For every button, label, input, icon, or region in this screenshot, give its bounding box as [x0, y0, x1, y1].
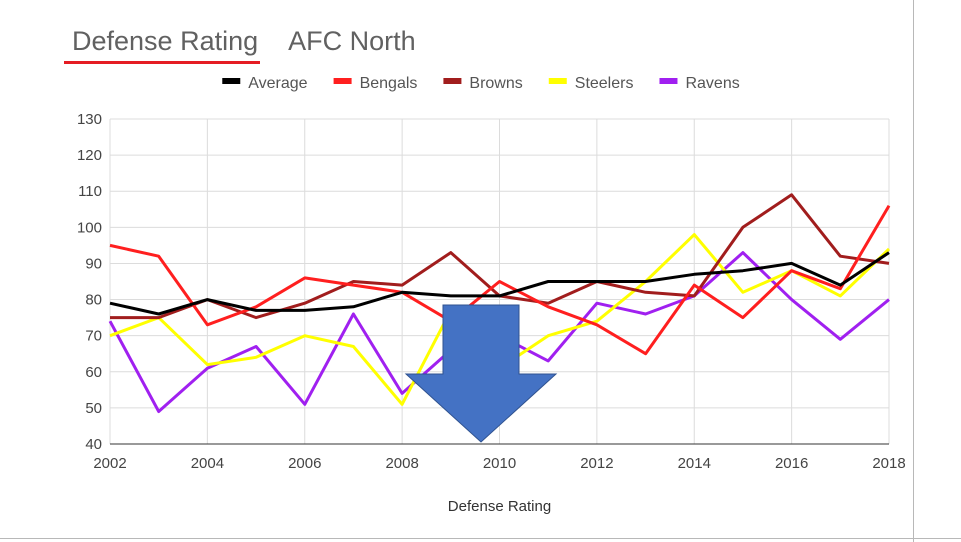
- frame-right-border: [913, 0, 914, 542]
- legend-label-steelers: Steelers: [575, 75, 634, 92]
- y-tick-label: 100: [77, 219, 102, 236]
- legend-swatch-average: [222, 78, 241, 84]
- legend-swatch-bengals: [333, 78, 352, 84]
- legend-label-bengals: Bengals: [360, 75, 418, 92]
- y-tick-label: 50: [85, 400, 102, 417]
- y-tick-label: 110: [78, 183, 102, 200]
- series-line-bengals: [109, 204, 891, 356]
- legend-swatch-ravens: [659, 78, 678, 84]
- x-tick-label: 2008: [385, 455, 418, 472]
- y-tick-label: 70: [85, 328, 102, 345]
- series-line-average: [109, 251, 890, 316]
- legend-label-browns: Browns: [469, 75, 522, 92]
- legend-label-ravens: Ravens: [685, 75, 739, 92]
- y-tick-label: 130: [77, 111, 102, 128]
- y-tick-label: 90: [85, 255, 102, 272]
- y-tick-label: 40: [85, 436, 102, 453]
- legend-swatch-browns: [443, 78, 462, 84]
- x-tick-label: 2006: [288, 455, 321, 472]
- down-arrow-icon: [404, 304, 558, 443]
- x-tick-label: 2004: [191, 455, 224, 472]
- tab-bar: Defense Rating AFC North: [63, 24, 416, 64]
- tab-afc-north[interactable]: AFC North: [288, 26, 416, 56]
- x-tick-label: 2012: [580, 455, 613, 472]
- x-tick-label: 2014: [678, 455, 711, 472]
- legend-label-average: Average: [248, 75, 307, 92]
- legend-swatch-steelers: [548, 78, 567, 84]
- x-tick-label: 2002: [93, 455, 126, 472]
- y-tick-label: 120: [77, 147, 102, 164]
- x-tick-label: 2018: [872, 455, 905, 472]
- x-tick-label: 2016: [775, 455, 808, 472]
- x-axis-label: Defense Rating: [448, 498, 551, 515]
- tab-defense-rating[interactable]: Defense Rating: [63, 26, 261, 64]
- y-tick-label: 80: [85, 292, 102, 309]
- x-tick-label: 2010: [483, 455, 516, 472]
- y-tick-label: 60: [85, 364, 102, 381]
- frame-bottom-border: [0, 538, 961, 539]
